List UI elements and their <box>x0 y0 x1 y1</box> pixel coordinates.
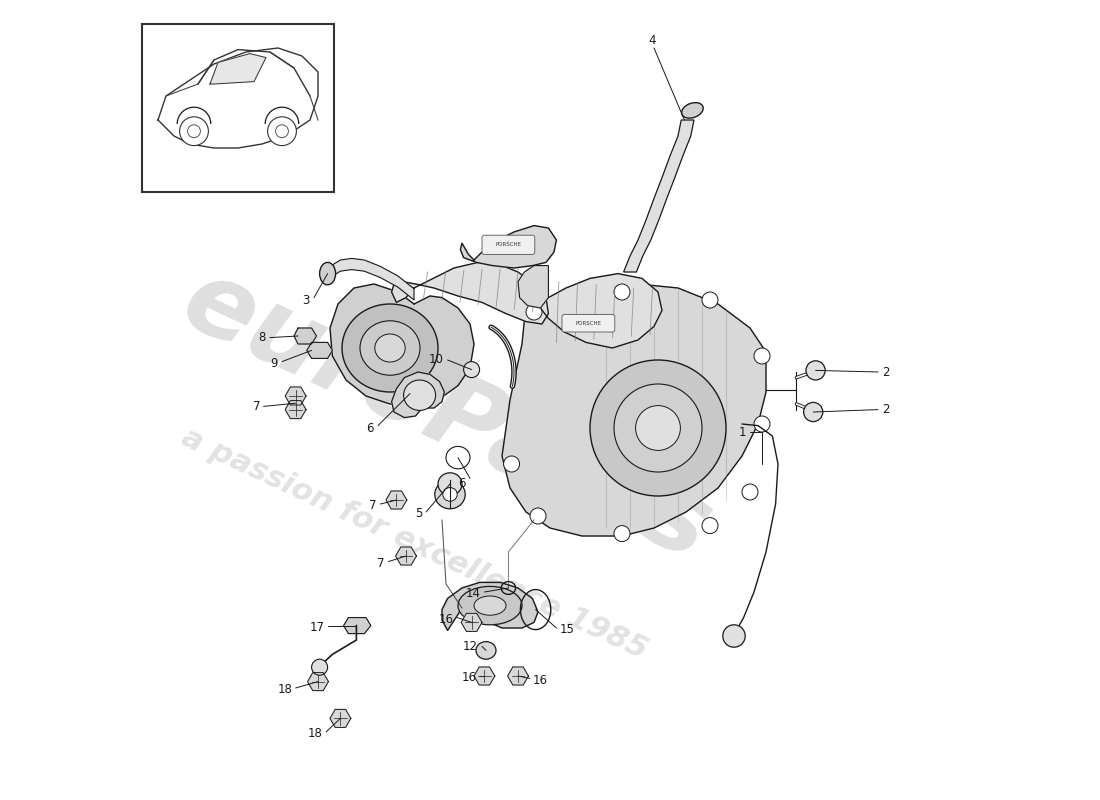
Polygon shape <box>507 667 528 685</box>
Circle shape <box>504 456 519 472</box>
Circle shape <box>590 360 726 496</box>
Ellipse shape <box>474 596 506 615</box>
Circle shape <box>614 284 630 300</box>
Text: 17: 17 <box>309 621 324 634</box>
Polygon shape <box>442 582 538 630</box>
Text: 3: 3 <box>302 294 310 306</box>
Circle shape <box>276 125 288 138</box>
Text: 8: 8 <box>258 331 266 344</box>
Polygon shape <box>540 274 662 348</box>
Polygon shape <box>461 614 482 631</box>
Text: PORSCHE: PORSCHE <box>495 242 521 247</box>
Polygon shape <box>624 120 694 272</box>
Text: 6: 6 <box>366 422 374 434</box>
Circle shape <box>267 117 296 146</box>
Text: 10: 10 <box>429 354 443 366</box>
Circle shape <box>806 361 825 380</box>
Text: 7: 7 <box>377 557 384 570</box>
Text: 16: 16 <box>439 613 454 626</box>
Polygon shape <box>307 342 332 358</box>
Bar <box>142 24 334 192</box>
Polygon shape <box>343 618 371 634</box>
Circle shape <box>754 416 770 432</box>
Text: PORSCHE: PORSCHE <box>575 321 602 326</box>
Polygon shape <box>330 258 414 300</box>
Ellipse shape <box>446 446 470 469</box>
Polygon shape <box>474 667 495 685</box>
Polygon shape <box>392 372 444 418</box>
Polygon shape <box>285 387 306 405</box>
Polygon shape <box>502 284 766 536</box>
Text: 1: 1 <box>738 426 746 438</box>
Text: euroParts: euroParts <box>166 250 726 582</box>
Circle shape <box>804 402 823 422</box>
Polygon shape <box>330 710 351 727</box>
Polygon shape <box>285 401 306 418</box>
Circle shape <box>702 292 718 308</box>
Text: 7: 7 <box>368 499 376 512</box>
Circle shape <box>311 659 328 675</box>
Text: 5: 5 <box>415 507 422 520</box>
Polygon shape <box>518 266 549 308</box>
Text: 2: 2 <box>882 366 890 378</box>
Polygon shape <box>396 547 417 565</box>
Polygon shape <box>294 328 317 344</box>
Text: 4: 4 <box>649 34 656 46</box>
Ellipse shape <box>360 321 420 375</box>
Circle shape <box>636 406 681 450</box>
Ellipse shape <box>458 586 522 625</box>
Text: 16: 16 <box>461 671 476 684</box>
Text: 12: 12 <box>463 640 478 653</box>
Circle shape <box>754 348 770 364</box>
FancyBboxPatch shape <box>562 314 615 332</box>
Ellipse shape <box>476 642 496 659</box>
Circle shape <box>742 484 758 500</box>
Text: 15: 15 <box>560 623 574 636</box>
Text: 7: 7 <box>253 400 261 413</box>
Text: 6: 6 <box>459 477 466 490</box>
Polygon shape <box>210 54 266 84</box>
Circle shape <box>526 304 542 320</box>
Polygon shape <box>308 673 329 690</box>
Ellipse shape <box>404 380 436 410</box>
Text: 14: 14 <box>465 587 481 600</box>
Circle shape <box>614 384 702 472</box>
Ellipse shape <box>443 487 458 501</box>
FancyBboxPatch shape <box>482 235 535 254</box>
Text: a passion for excellence 1985: a passion for excellence 1985 <box>176 423 651 665</box>
Polygon shape <box>392 262 549 324</box>
Text: 18: 18 <box>308 727 322 740</box>
Ellipse shape <box>438 473 462 495</box>
Ellipse shape <box>342 304 438 392</box>
Circle shape <box>614 526 630 542</box>
Text: 16: 16 <box>532 674 548 686</box>
Circle shape <box>463 362 480 378</box>
Circle shape <box>723 625 745 647</box>
Polygon shape <box>386 491 407 509</box>
Circle shape <box>188 125 200 138</box>
Text: 9: 9 <box>271 357 278 370</box>
Text: 2: 2 <box>882 403 890 416</box>
Ellipse shape <box>434 480 465 509</box>
Polygon shape <box>461 226 557 268</box>
Polygon shape <box>330 284 474 406</box>
Circle shape <box>530 508 546 524</box>
Text: 18: 18 <box>277 683 293 696</box>
Circle shape <box>179 117 208 146</box>
Ellipse shape <box>375 334 405 362</box>
Ellipse shape <box>682 102 703 118</box>
Circle shape <box>702 518 718 534</box>
Polygon shape <box>158 48 318 148</box>
Ellipse shape <box>320 262 336 285</box>
